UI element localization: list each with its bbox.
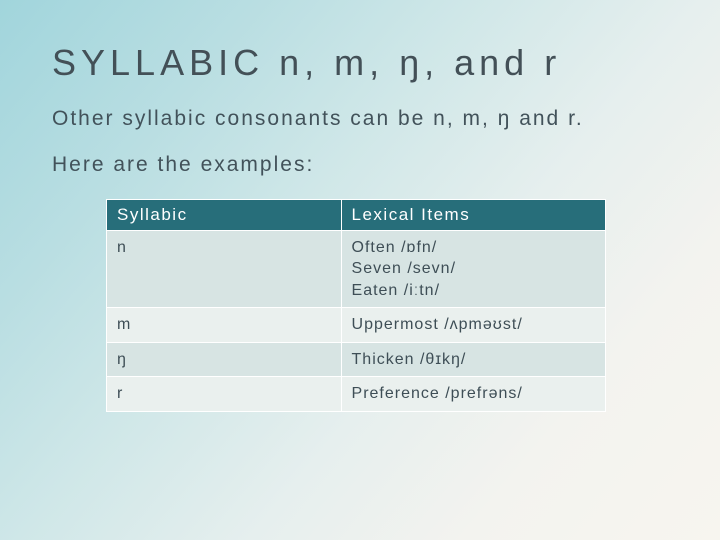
cell-lexical: Preference /prefrəns/: [341, 377, 605, 412]
cell-syllabic: n: [107, 230, 342, 308]
slide: SYLLABIC n, m, ŋ, and r Other syllabic c…: [0, 0, 720, 540]
page-title: SYLLABIC n, m, ŋ, and r: [52, 42, 668, 84]
table-header-row: Syllabic Lexical Items: [107, 199, 606, 230]
examples-table-wrap: Syllabic Lexical Items n Often /ɒfn/Seve…: [106, 199, 638, 413]
cell-lexical: Thicken /θɪkŋ/: [341, 342, 605, 377]
table-row: r Preference /prefrəns/: [107, 377, 606, 412]
cell-lexical: Often /ɒfn/Seven /sevn/Eaten /iːtn/: [341, 230, 605, 308]
cell-lexical: Uppermost /ʌpməʊst/: [341, 308, 605, 343]
table-row: n Often /ɒfn/Seven /sevn/Eaten /iːtn/: [107, 230, 606, 308]
col-header-lexical: Lexical Items: [341, 199, 605, 230]
cell-syllabic: ŋ: [107, 342, 342, 377]
examples-table: Syllabic Lexical Items n Often /ɒfn/Seve…: [106, 199, 606, 413]
table-row: m Uppermost /ʌpməʊst/: [107, 308, 606, 343]
intro-line: Other syllabic consonants can be n, m, ŋ…: [52, 107, 584, 130]
table-row: ŋ Thicken /θɪkŋ/: [107, 342, 606, 377]
cell-syllabic: r: [107, 377, 342, 412]
examples-lead: Here are the examples:: [52, 152, 668, 178]
col-header-syllabic: Syllabic: [107, 199, 342, 230]
intro-text: Other syllabic consonants can be n, m, ŋ…: [52, 106, 668, 132]
cell-syllabic: m: [107, 308, 342, 343]
